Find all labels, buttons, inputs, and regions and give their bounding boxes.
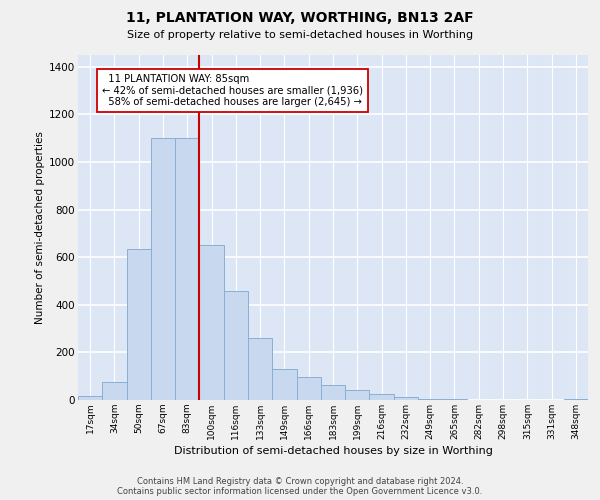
Text: 11, PLANTATION WAY, WORTHING, BN13 2AF: 11, PLANTATION WAY, WORTHING, BN13 2AF	[126, 12, 474, 26]
Text: 11 PLANTATION WAY: 85sqm
← 42% of semi-detached houses are smaller (1,936)
  58%: 11 PLANTATION WAY: 85sqm ← 42% of semi-d…	[102, 74, 363, 107]
Bar	[127, 249, 151, 400]
Y-axis label: Number of semi-detached properties: Number of semi-detached properties	[35, 131, 45, 324]
X-axis label: Distribution of semi-detached houses by size in Worthing: Distribution of semi-detached houses by …	[173, 446, 493, 456]
Bar	[394, 397, 418, 400]
Text: Size of property relative to semi-detached houses in Worthing: Size of property relative to semi-detach…	[127, 30, 473, 40]
Bar	[224, 290, 248, 400]
Bar	[345, 390, 370, 400]
Bar	[418, 399, 442, 400]
Bar	[370, 394, 394, 400]
Bar	[321, 384, 345, 400]
Bar	[102, 382, 127, 400]
Text: Contains HM Land Registry data © Crown copyright and database right 2024.
Contai: Contains HM Land Registry data © Crown c…	[118, 476, 482, 496]
Bar	[248, 338, 272, 400]
Bar	[151, 138, 175, 400]
Bar	[296, 378, 321, 400]
Bar	[175, 138, 199, 400]
Bar	[272, 369, 296, 400]
Bar	[78, 396, 102, 400]
Bar	[199, 246, 224, 400]
